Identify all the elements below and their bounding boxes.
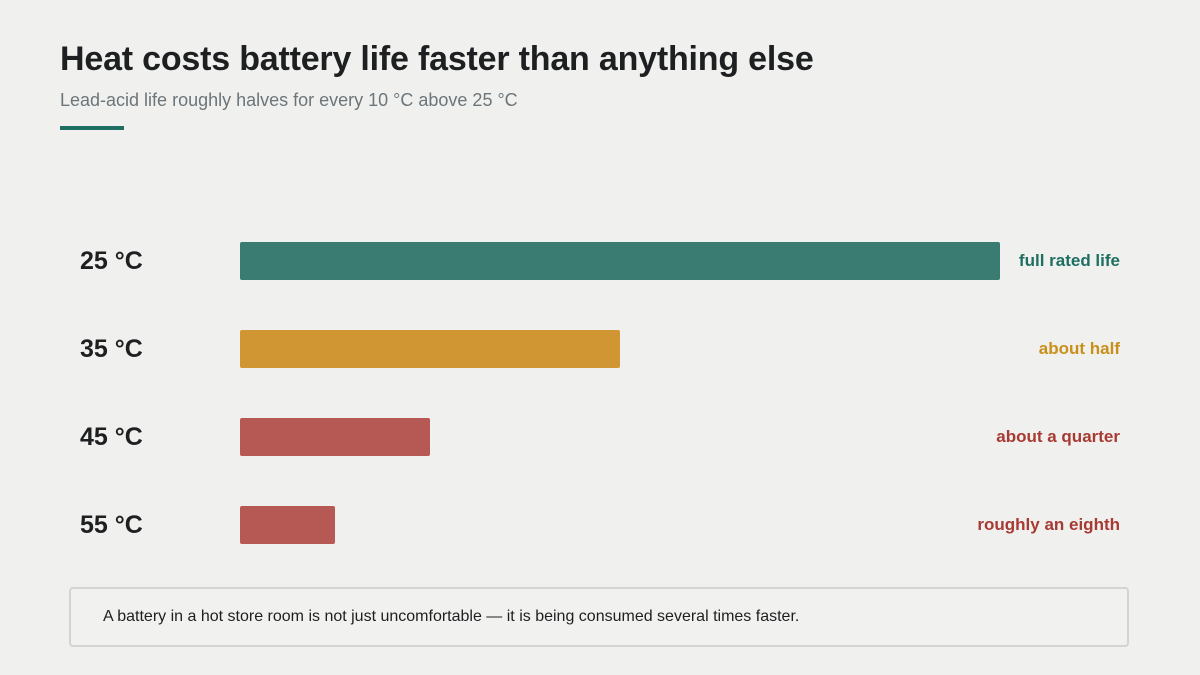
bar-annotation: roughly an eighth — [977, 515, 1120, 534]
title-accent-rule — [60, 126, 124, 130]
bar — [240, 242, 1000, 280]
bar — [240, 330, 620, 368]
footer-callout-text: A battery in a hot store room is not jus… — [103, 608, 800, 625]
category-label: 25 °C — [80, 247, 143, 275]
chart-title: Heat costs battery life faster than anyt… — [60, 40, 814, 78]
bar — [240, 506, 335, 544]
category-label: 35 °C — [80, 335, 143, 363]
chart-subtitle: Lead-acid life roughly halves for every … — [60, 90, 518, 110]
bar-annotation: about a quarter — [996, 427, 1120, 446]
category-label: 45 °C — [80, 423, 143, 451]
bar-annotation: full rated life — [1018, 251, 1120, 270]
footer-callout: A battery in a hot store room is not jus… — [69, 587, 1129, 647]
category-label: 55 °C — [80, 511, 143, 539]
bar-annotation: about half — [1038, 339, 1120, 358]
bar — [240, 418, 430, 456]
